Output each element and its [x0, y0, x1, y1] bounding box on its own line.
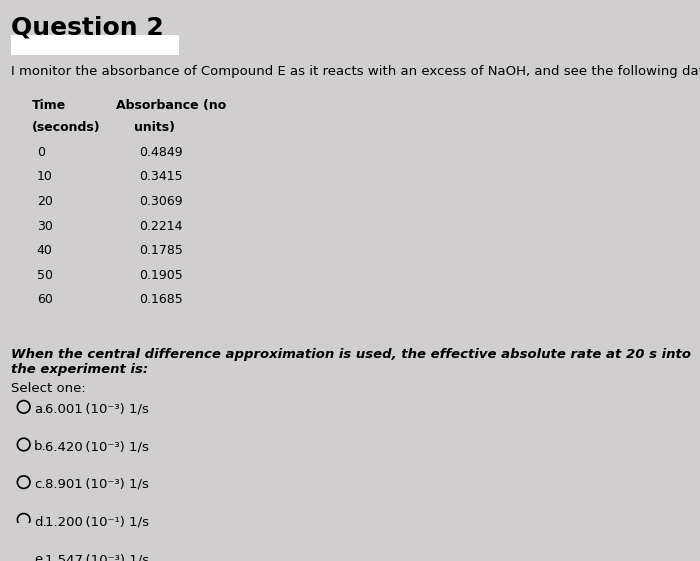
Text: 8.901 (10⁻³) 1/s: 8.901 (10⁻³) 1/s [45, 478, 148, 491]
Text: I monitor the absorbance of Compound E as it reacts with an excess of NaOH, and : I monitor the absorbance of Compound E a… [10, 66, 700, 79]
Text: 0.1785: 0.1785 [139, 244, 183, 257]
Text: 6.001 (10⁻³) 1/s: 6.001 (10⁻³) 1/s [45, 403, 148, 416]
Text: When the central difference approximation is used, the effective absolute rate a: When the central difference approximatio… [10, 348, 690, 376]
Text: d.: d. [34, 516, 47, 528]
Text: 0.3415: 0.3415 [139, 171, 183, 183]
Text: 50: 50 [37, 269, 52, 282]
Text: 60: 60 [37, 293, 52, 306]
Text: 10: 10 [37, 171, 52, 183]
Text: 1.200 (10⁻¹) 1/s: 1.200 (10⁻¹) 1/s [45, 516, 148, 528]
Text: (seconds): (seconds) [32, 121, 100, 134]
Text: 0.2214: 0.2214 [139, 220, 183, 233]
Text: c.: c. [34, 478, 46, 491]
Text: 0.4849: 0.4849 [139, 146, 183, 159]
Text: 6.420 (10⁻³) 1/s: 6.420 (10⁻³) 1/s [45, 440, 148, 453]
FancyBboxPatch shape [10, 35, 179, 55]
Text: Absorbance (no: Absorbance (no [116, 99, 226, 112]
Text: 20: 20 [37, 195, 52, 208]
Text: 0: 0 [37, 146, 45, 159]
Text: 0.1685: 0.1685 [139, 293, 183, 306]
Text: 1.547 (10⁻³) 1/s: 1.547 (10⁻³) 1/s [45, 553, 149, 561]
Text: Time: Time [32, 99, 66, 112]
Text: Question 2: Question 2 [10, 16, 163, 40]
Text: 0.1905: 0.1905 [139, 269, 183, 282]
Text: Select one:: Select one: [10, 381, 85, 395]
Text: 30: 30 [37, 220, 52, 233]
Text: b.: b. [34, 440, 47, 453]
Text: 0.3069: 0.3069 [139, 195, 183, 208]
Text: units): units) [134, 121, 175, 134]
Text: a.: a. [34, 403, 46, 416]
Text: 40: 40 [37, 244, 52, 257]
Text: e.: e. [34, 553, 47, 561]
